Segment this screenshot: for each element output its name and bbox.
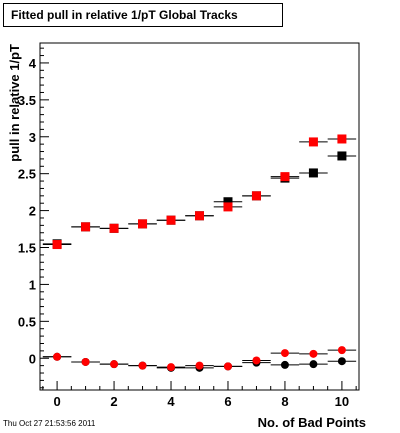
data-point-circle: [167, 363, 176, 372]
data-point-circle: [309, 360, 318, 369]
x-axis-label: No. of Bad Points: [258, 415, 366, 430]
data-point-square: [109, 223, 119, 233]
y-tick-label: 1: [29, 277, 36, 292]
data-point-circle: [195, 361, 204, 370]
chart-title: Fitted pull in relative 1/pT Global Trac…: [3, 3, 283, 27]
x-tick-label: 8: [281, 394, 288, 409]
data-point-square: [308, 168, 318, 178]
data-point-square: [166, 215, 176, 225]
data-point-square: [223, 202, 233, 212]
data-point-square: [308, 137, 318, 147]
data-point-square: [223, 197, 233, 207]
data-point-square: [337, 134, 347, 144]
x-tick-label: 6: [224, 394, 231, 409]
marks-layer: [42, 134, 357, 372]
data-point-circle: [53, 352, 62, 361]
timestamp: Thu Oct 27 21:53:56 2011: [3, 419, 96, 428]
data-point-square: [138, 219, 148, 229]
data-point-square: [81, 222, 91, 232]
y-tick-label: 0: [29, 351, 36, 366]
data-point-square: [52, 240, 62, 250]
data-point-circle: [280, 360, 289, 369]
data-point-circle: [110, 360, 119, 369]
y-tick-label: 1.5: [18, 241, 36, 256]
data-point-square: [280, 172, 290, 182]
data-point-circle: [337, 357, 346, 366]
data-point-circle: [223, 362, 232, 371]
y-tick-label: 3.5: [18, 93, 36, 108]
data-point-circle: [309, 349, 318, 358]
y-axis-label: pull in relative 1/pT: [7, 44, 22, 162]
data-point-circle: [81, 357, 90, 366]
data-point-circle: [252, 356, 261, 365]
x-tick-label: 2: [110, 394, 117, 409]
data-point-circle: [138, 361, 147, 370]
data-point-square: [195, 211, 204, 221]
y-tick-label: 3: [29, 130, 36, 145]
axes-layer: 0 2 4 6 8 10 0 0.5 1 1.5 2 2.5 3 3.5 4: [18, 47, 357, 409]
data-point-square: [251, 191, 261, 201]
x-tick-label: 10: [335, 394, 349, 409]
y-tick-label: 0.5: [18, 314, 36, 329]
data-point-circle: [280, 349, 289, 358]
y-tick-label: 2.5: [18, 167, 36, 182]
y-tick-label: 4: [29, 56, 37, 71]
y-tick-label: 2: [29, 204, 36, 219]
x-tick-label: 0: [53, 394, 60, 409]
data-point-circle: [337, 346, 346, 355]
x-tick-label: 4: [167, 394, 175, 409]
data-point-square: [337, 151, 347, 161]
